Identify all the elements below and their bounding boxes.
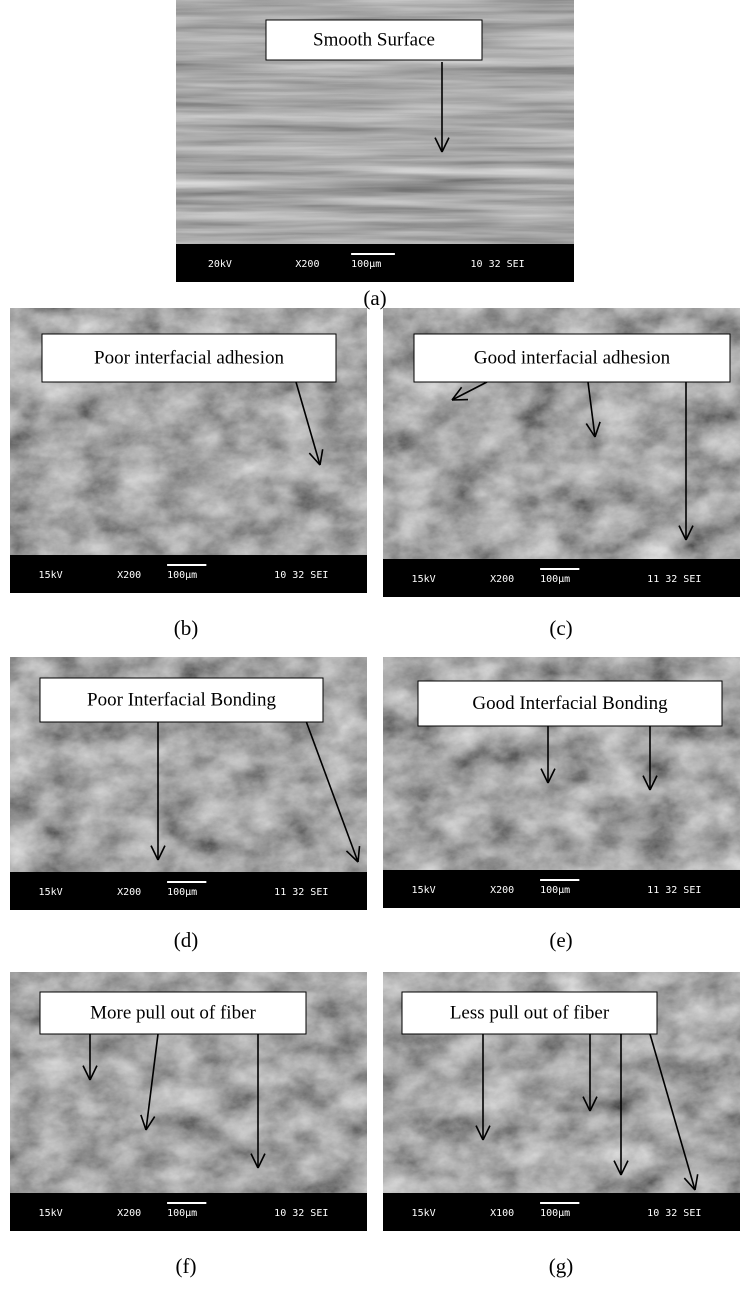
scale: 100µm [351,259,381,270]
panel-label: Less pull out of fiber [450,1002,610,1023]
code: 10 32 SEI [274,570,328,581]
magnification: X100 [490,1208,514,1219]
scale: 100µm [540,574,570,585]
panel-label: Poor Interfacial Bonding [87,689,276,710]
scale: 100µm [167,1208,197,1219]
code: 11 32 SEI [647,574,701,585]
code: 11 32 SEI [274,887,328,898]
scale: 100µm [540,1208,570,1219]
sem-panel: 15kV X200 100µm 11 32 SEI Good Interfacial B… [383,657,740,952]
panel-label: Poor interfacial adhesion [94,347,284,368]
magnification: X200 [490,574,514,585]
scale: 100µm [540,885,570,896]
caption: (d) [174,928,199,952]
caption: (g) [549,1254,574,1278]
caption: (a) [363,286,386,310]
magnification: X200 [490,885,514,896]
magnification: X200 [117,570,141,581]
voltage: 15kV [412,1208,436,1219]
voltage: 15kV [412,574,436,585]
magnification: X200 [117,887,141,898]
panel-label: Smooth Surface [313,29,435,50]
sem-panel: 15kV X200 100µm 10 32 SEI More pull out of f… [10,972,367,1278]
sem-panel: 15kV X200 100µm 11 32 SEI Good interfacial a… [383,308,740,640]
sem-panel: 15kV X100 100µm 10 32 SEI Less pull out of f… [383,972,740,1278]
voltage: 15kV [412,885,436,896]
scale: 100µm [167,887,197,898]
caption: (b) [174,616,199,640]
magnification: X200 [295,259,319,270]
caption: (c) [549,616,572,640]
voltage: 20kV [208,259,232,270]
sem-panel: 15kV X200 100µm 11 32 SEI Poor Interfacial B… [10,657,367,952]
voltage: 15kV [39,570,63,581]
figure: 20kVX200100µm10 32 SEISmooth Surface(a)1… [0,0,740,1293]
code: 10 32 SEI [647,1208,701,1219]
scale: 100µm [167,570,197,581]
code: 10 32 SEI [471,259,525,270]
panel-label: Good Interfacial Bonding [472,693,668,714]
magnification: X200 [117,1208,141,1219]
caption: (e) [549,928,572,952]
voltage: 15kV [39,887,63,898]
caption: (f) [176,1254,197,1278]
code: 10 32 SEI [274,1208,328,1219]
panel-label: More pull out of fiber [90,1002,256,1023]
voltage: 15kV [39,1208,63,1219]
sem-panel: 20kV X200 100µm 10 32 SEI Smooth Surface (a) [176,0,574,310]
sem-panel: 15kV X200 100µm 10 32 SEI Poor interfacial a… [10,308,367,640]
code: 11 32 SEI [647,885,701,896]
panel-label: Good interfacial adhesion [474,347,671,368]
